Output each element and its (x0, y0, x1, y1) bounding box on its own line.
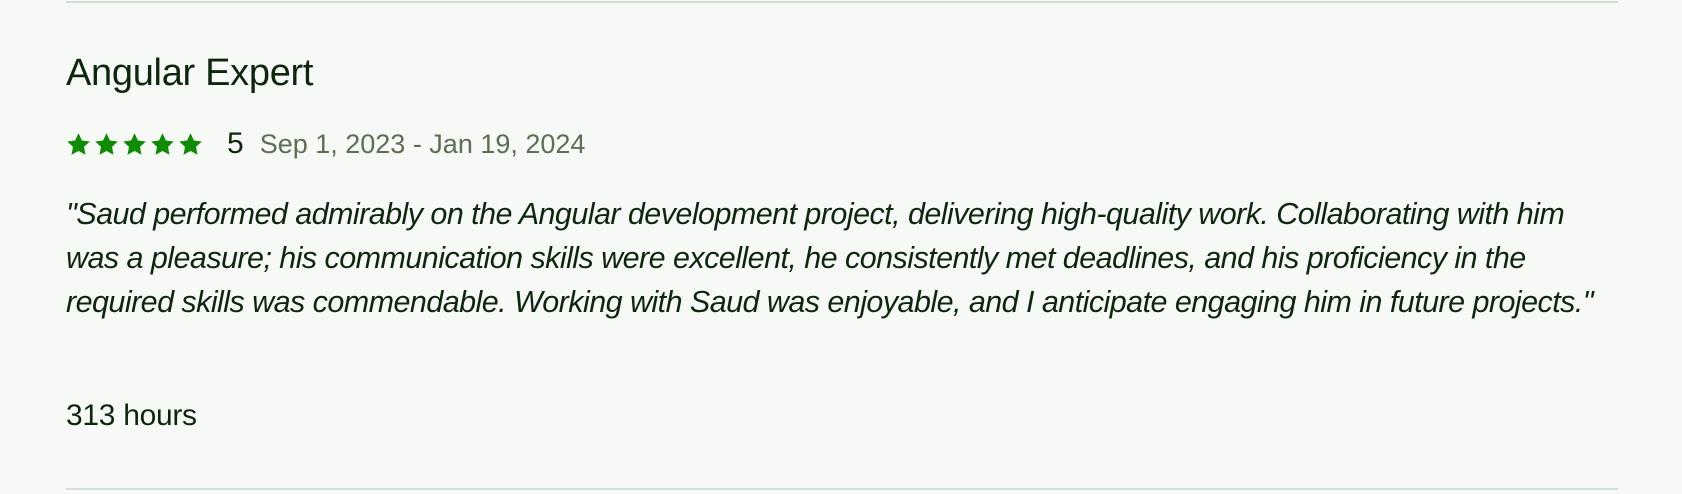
star-icon (95, 132, 118, 155)
hours-worked: 313 hours (66, 399, 197, 432)
divider-top (66, 1, 1618, 3)
review-title[interactable]: Angular Expert (66, 52, 314, 94)
star-icon (123, 132, 146, 155)
review-comment: "Saud performed admirably on the Angular… (66, 197, 1594, 319)
rating-row: 5 Sep 1, 2023 - Jan 19, 2024 (66, 126, 585, 162)
star-icon (179, 132, 202, 155)
star-icon (151, 132, 174, 155)
rating-score: 5 (227, 127, 244, 160)
star-rating (66, 132, 203, 157)
star-icon (67, 132, 90, 155)
review-date-range: Sep 1, 2023 - Jan 19, 2024 (259, 129, 586, 159)
divider-bottom (66, 488, 1618, 490)
